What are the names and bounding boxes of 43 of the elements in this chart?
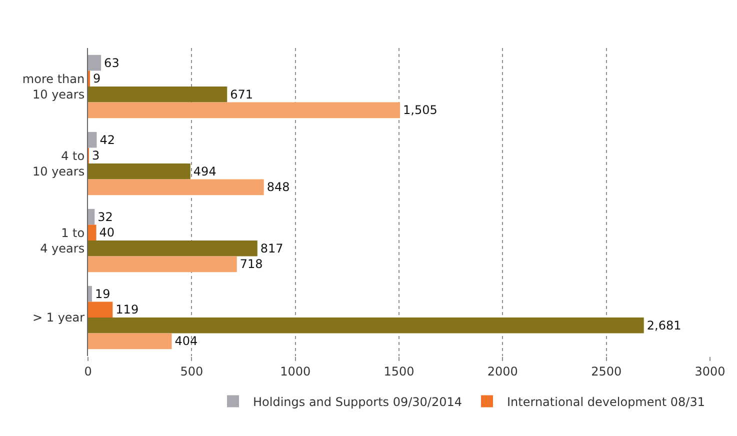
- legend-label: Holdings and Supports 09/30/2014: [253, 394, 462, 409]
- data-label: 63: [104, 56, 120, 70]
- x-tick-label: 1500: [384, 364, 414, 378]
- bar: [88, 132, 97, 148]
- data-label: 1,505: [403, 103, 438, 118]
- bar: [88, 208, 95, 225]
- data-label: 3: [92, 148, 100, 163]
- data-label: 817: [260, 241, 284, 256]
- bar: [88, 240, 258, 256]
- x-tick-label: 500: [180, 364, 204, 378]
- data-label: 404: [174, 334, 198, 348]
- y-tick-label: > 1 year: [32, 310, 85, 325]
- data-label: 119: [116, 302, 139, 317]
- bar: [88, 224, 96, 240]
- data-label: 671: [230, 87, 254, 102]
- data-label: 848: [266, 180, 290, 194]
- y-tick-label: 4 to 10 years: [32, 148, 85, 178]
- x-tick-label: 3000: [694, 364, 726, 378]
- bar: [88, 256, 237, 272]
- bar: [88, 86, 228, 102]
- legend-label: International development 08/31: [507, 394, 705, 409]
- x-tick-label: 2000: [487, 364, 518, 378]
- bar: [88, 164, 190, 180]
- data-label: 40: [99, 226, 115, 240]
- bar: [88, 54, 102, 71]
- data-label: 2,681: [646, 318, 682, 332]
- data-label: 32: [98, 210, 113, 224]
- y-tick-label: more than 10 years: [22, 72, 85, 102]
- x-tick-label: 2500: [591, 364, 622, 378]
- bar: [88, 318, 644, 334]
- data-label: 9: [93, 72, 101, 86]
- data-label: 42: [100, 132, 115, 147]
- bar: [88, 302, 113, 318]
- data-label: 718: [240, 257, 263, 272]
- x-tick-label: 1000: [280, 364, 311, 378]
- bar: [88, 102, 400, 118]
- x-tick-label: 0: [84, 364, 92, 378]
- bar: [88, 286, 92, 302]
- bar: [88, 333, 172, 350]
- data-label: 494: [193, 164, 216, 178]
- data-label: 19: [94, 286, 110, 301]
- bar: [88, 179, 264, 196]
- y-tick-label: 1 to 4 years: [40, 226, 85, 256]
